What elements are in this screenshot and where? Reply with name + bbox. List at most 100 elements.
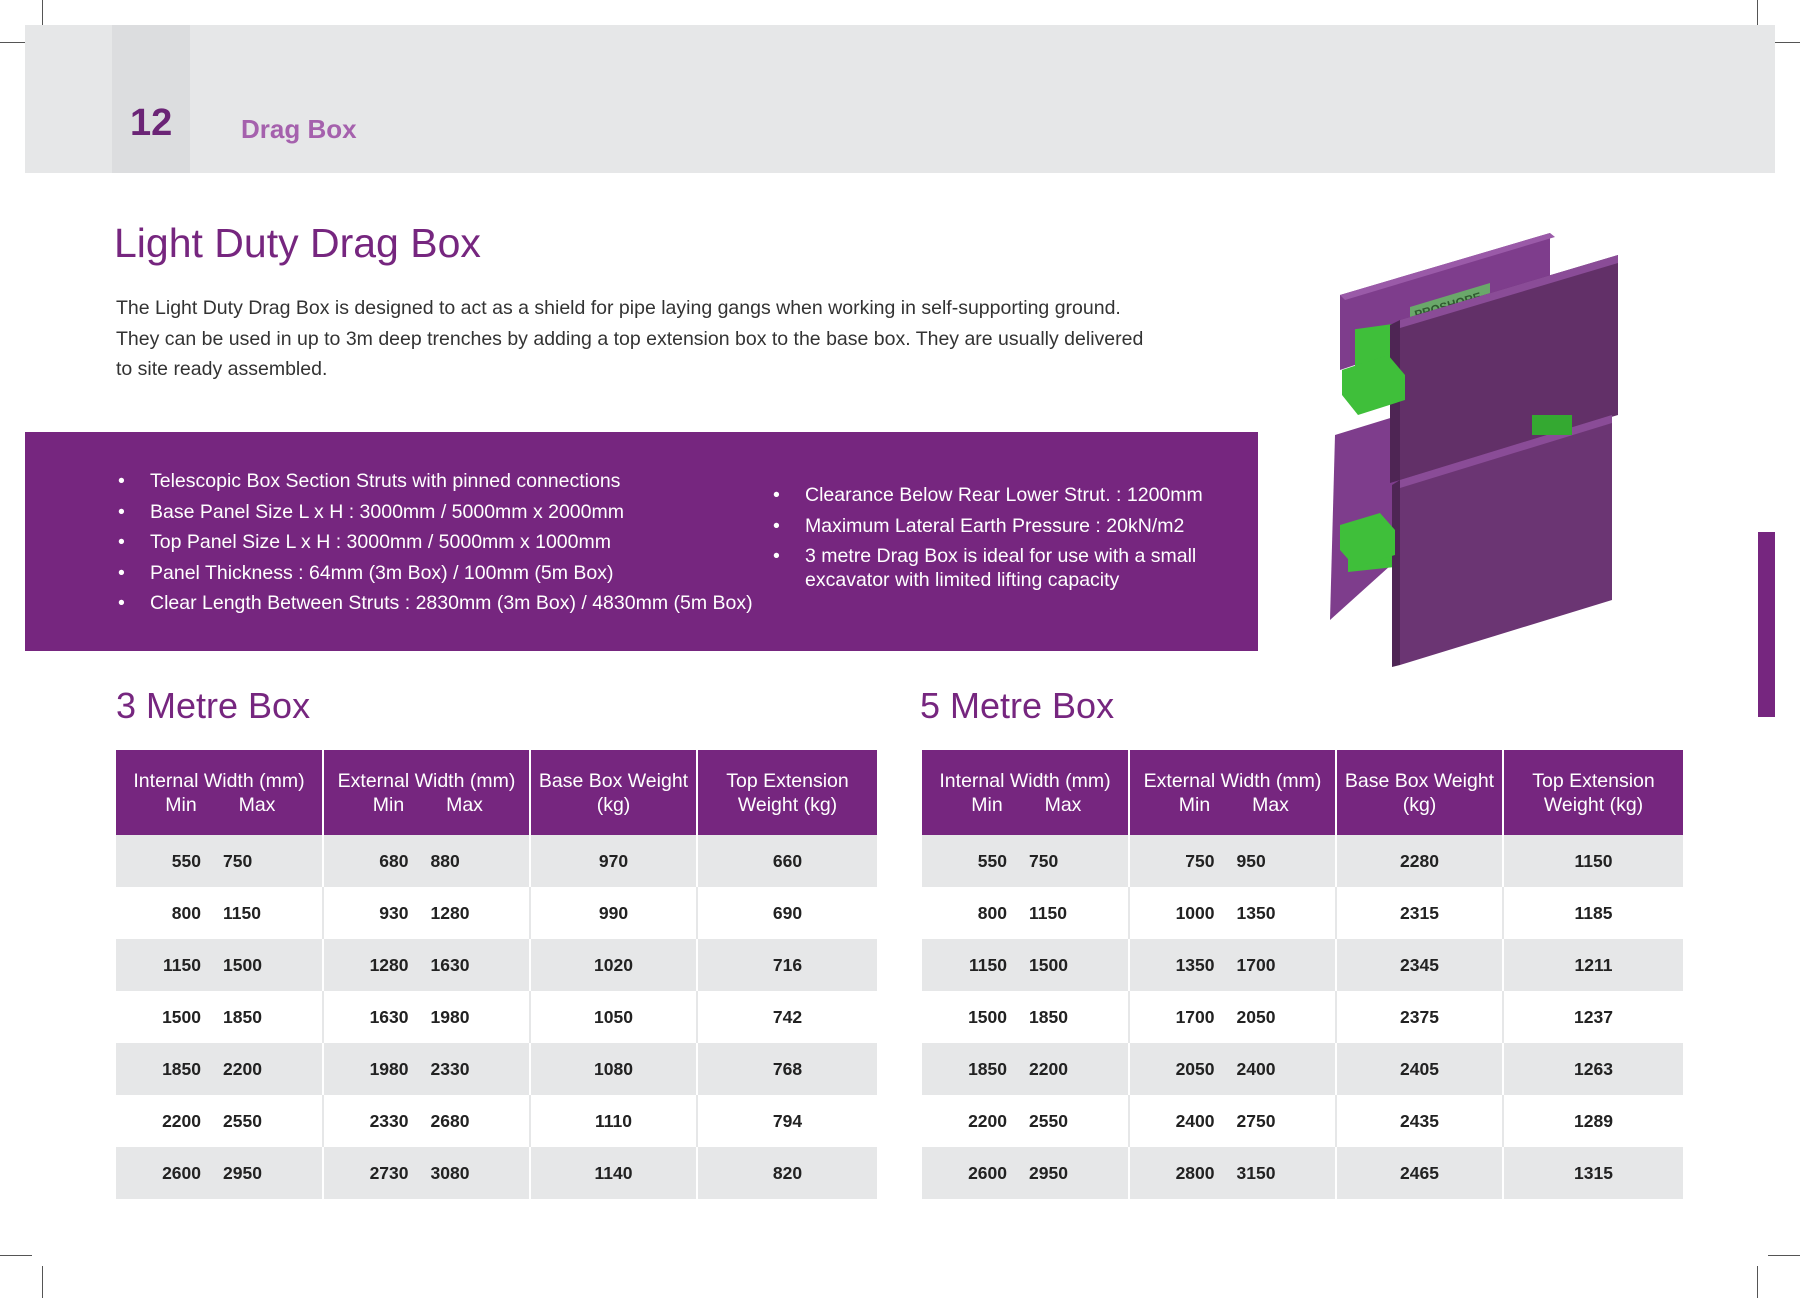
- crop-mark: [42, 1266, 43, 1298]
- internal-width-cell: 1500 1850: [922, 991, 1130, 1043]
- base-weight-header: Base Box Weight (kg): [530, 750, 698, 835]
- max-value: 880: [430, 850, 460, 871]
- min-value: 1980: [369, 1058, 409, 1079]
- box3-title: 3 Metre Box: [116, 685, 311, 726]
- feature-item: • Maximum Lateral Earth Pressure : 20kN/m…: [773, 514, 1185, 537]
- top-weight-header: Top Extension Weight (kg): [1503, 750, 1683, 835]
- internal-width-cell: 2600 2950: [922, 1147, 1130, 1199]
- max-value: 950: [1236, 850, 1266, 871]
- table-header-row: Internal Width (mm) Min Max External Width…: [116, 750, 877, 835]
- top-weight-cell: 660: [697, 835, 877, 887]
- min-value: 800: [977, 902, 1007, 923]
- max-value: 1280: [430, 902, 470, 923]
- min-value: 1000: [1175, 902, 1215, 923]
- base-weight-cell: 1140: [530, 1147, 698, 1199]
- table-row: 1850 2200 1980 2330 1080 768: [116, 1043, 877, 1095]
- section-title: Drag Box: [241, 114, 357, 144]
- table-row: 2200 2550 2400 2750 2435 1289: [922, 1095, 1683, 1147]
- box3-table: Internal Width (mm) Min Max External Width…: [116, 750, 877, 1199]
- crop-mark: [1768, 1255, 1800, 1256]
- max-value: 2200: [223, 1058, 262, 1079]
- external-width-cell: 1280 1630: [323, 939, 531, 991]
- top-weight-cell: 820: [697, 1147, 877, 1199]
- table-row: 800 1150 930 1280 990 690: [116, 887, 877, 939]
- base-weight-cell: 2315: [1336, 887, 1504, 939]
- base-weight-cell: 970: [530, 835, 698, 887]
- top-weight-cell: 1289: [1503, 1095, 1683, 1147]
- top-weight-cell: 742: [697, 991, 877, 1043]
- crop-mark: [1757, 0, 1758, 32]
- min-value: 1850: [162, 1058, 201, 1079]
- max-value: 2550: [1029, 1110, 1068, 1131]
- page-number: 12: [130, 102, 173, 144]
- max-value: 1980: [430, 1006, 470, 1027]
- table-row: 2200 2550 2330 2680 1110 794: [116, 1095, 877, 1147]
- top-weight-cell: 1237: [1503, 991, 1683, 1043]
- max-value: 1150: [223, 902, 261, 923]
- internal-width-header: Internal Width (mm) Min Max: [922, 750, 1130, 835]
- crop-mark: [0, 42, 32, 43]
- base-weight-cell: 1110: [530, 1095, 698, 1147]
- max-value: 2750: [1236, 1110, 1276, 1131]
- table-row: 2600 2950 2800 3150 2465 1315: [922, 1147, 1683, 1199]
- box5-title: 5 Metre Box: [920, 685, 1115, 726]
- external-width-cell: 1350 1700: [1129, 939, 1337, 991]
- top-weight-cell: 690: [697, 887, 877, 939]
- min-value: 930: [379, 902, 409, 923]
- table-row: 1150 1500 1280 1630 1020 716: [116, 939, 877, 991]
- base-weight-cell: 1020: [530, 939, 698, 991]
- max-value: 2950: [223, 1162, 262, 1183]
- external-width-cell: 680 880: [323, 835, 531, 887]
- top-weight-cell: 1150: [1503, 835, 1683, 887]
- page-header: [25, 25, 1775, 173]
- internal-width-cell: 1150 1500: [116, 939, 324, 991]
- min-value: 1630: [369, 1006, 409, 1027]
- feature-item: • Panel Thickness : 64mm (3m Box) / 100mm…: [118, 561, 614, 584]
- internal-width-cell: 1150 1500: [922, 939, 1130, 991]
- base-weight-cell: 1050: [530, 991, 698, 1043]
- box5-table: Internal Width (mm) Min Max External Width…: [922, 750, 1683, 1199]
- min-value: 550: [977, 850, 1007, 871]
- base-weight-cell: 2465: [1336, 1147, 1504, 1199]
- base-weight-cell: 2435: [1336, 1095, 1504, 1147]
- intro-line: They can be used in up to 3m deep trench…: [116, 327, 1144, 350]
- max-value: 1500: [1029, 954, 1068, 975]
- crop-mark: [1768, 42, 1800, 43]
- external-width-cell: 2330 2680: [323, 1095, 531, 1147]
- internal-width-cell: 800 1150: [922, 887, 1130, 939]
- crop-mark: [42, 0, 43, 32]
- external-width-cell: 2730 3080: [323, 1147, 531, 1199]
- min-value: 680: [379, 850, 409, 871]
- base-weight-cell: 2345: [1336, 939, 1504, 991]
- page-number-cell: [112, 25, 190, 173]
- internal-width-cell: 2200 2550: [922, 1095, 1130, 1147]
- drag-box-illustration: PROSHORE PROSHORE: [1330, 233, 1618, 667]
- feature-item: • Top Panel Size L x H : 3000mm / 5000mm …: [118, 531, 611, 553]
- internal-width-header: Internal Width (mm) Min Max: [116, 750, 324, 835]
- max-value: 2400: [1236, 1058, 1276, 1079]
- intro-line: to site ready assembled.: [116, 358, 328, 380]
- internal-width-cell: 550 750: [116, 835, 324, 887]
- internal-width-cell: 2200 2550: [116, 1095, 324, 1147]
- external-width-cell: 2400 2750: [1129, 1095, 1337, 1147]
- internal-width-cell: 1500 1850: [116, 991, 324, 1043]
- min-value: 2600: [968, 1162, 1007, 1183]
- feature-item: • Base Panel Size L x H : 3000mm / 5000mm…: [118, 500, 624, 523]
- max-value: 1850: [1029, 1006, 1068, 1027]
- min-value: 2330: [369, 1110, 409, 1131]
- max-value: 2330: [430, 1058, 470, 1079]
- external-width-cell: 1700 2050: [1129, 991, 1337, 1043]
- feature-item: • Clearance Below Rear Lower Strut. : 120…: [773, 484, 1203, 506]
- external-width-cell: 2800 3150: [1129, 1147, 1337, 1199]
- min-value: 2800: [1175, 1162, 1215, 1183]
- internal-width-cell: 550 750: [922, 835, 1130, 887]
- max-value: 1630: [430, 954, 470, 975]
- external-width-cell: 1980 2330: [323, 1043, 531, 1095]
- table-row: 1500 1850 1700 2050 2375 1237: [922, 991, 1683, 1043]
- intro-line: The Light Duty Drag Box is designed to a…: [116, 297, 1121, 319]
- min-value: 2600: [162, 1162, 201, 1183]
- internal-width-cell: 1850 2200: [116, 1043, 324, 1095]
- table-row: 550 750 750 950 2280 1150: [922, 835, 1683, 887]
- base-weight-cell: 1080: [530, 1043, 698, 1095]
- table-header-row: Internal Width (mm) Min Max External Width…: [922, 750, 1683, 835]
